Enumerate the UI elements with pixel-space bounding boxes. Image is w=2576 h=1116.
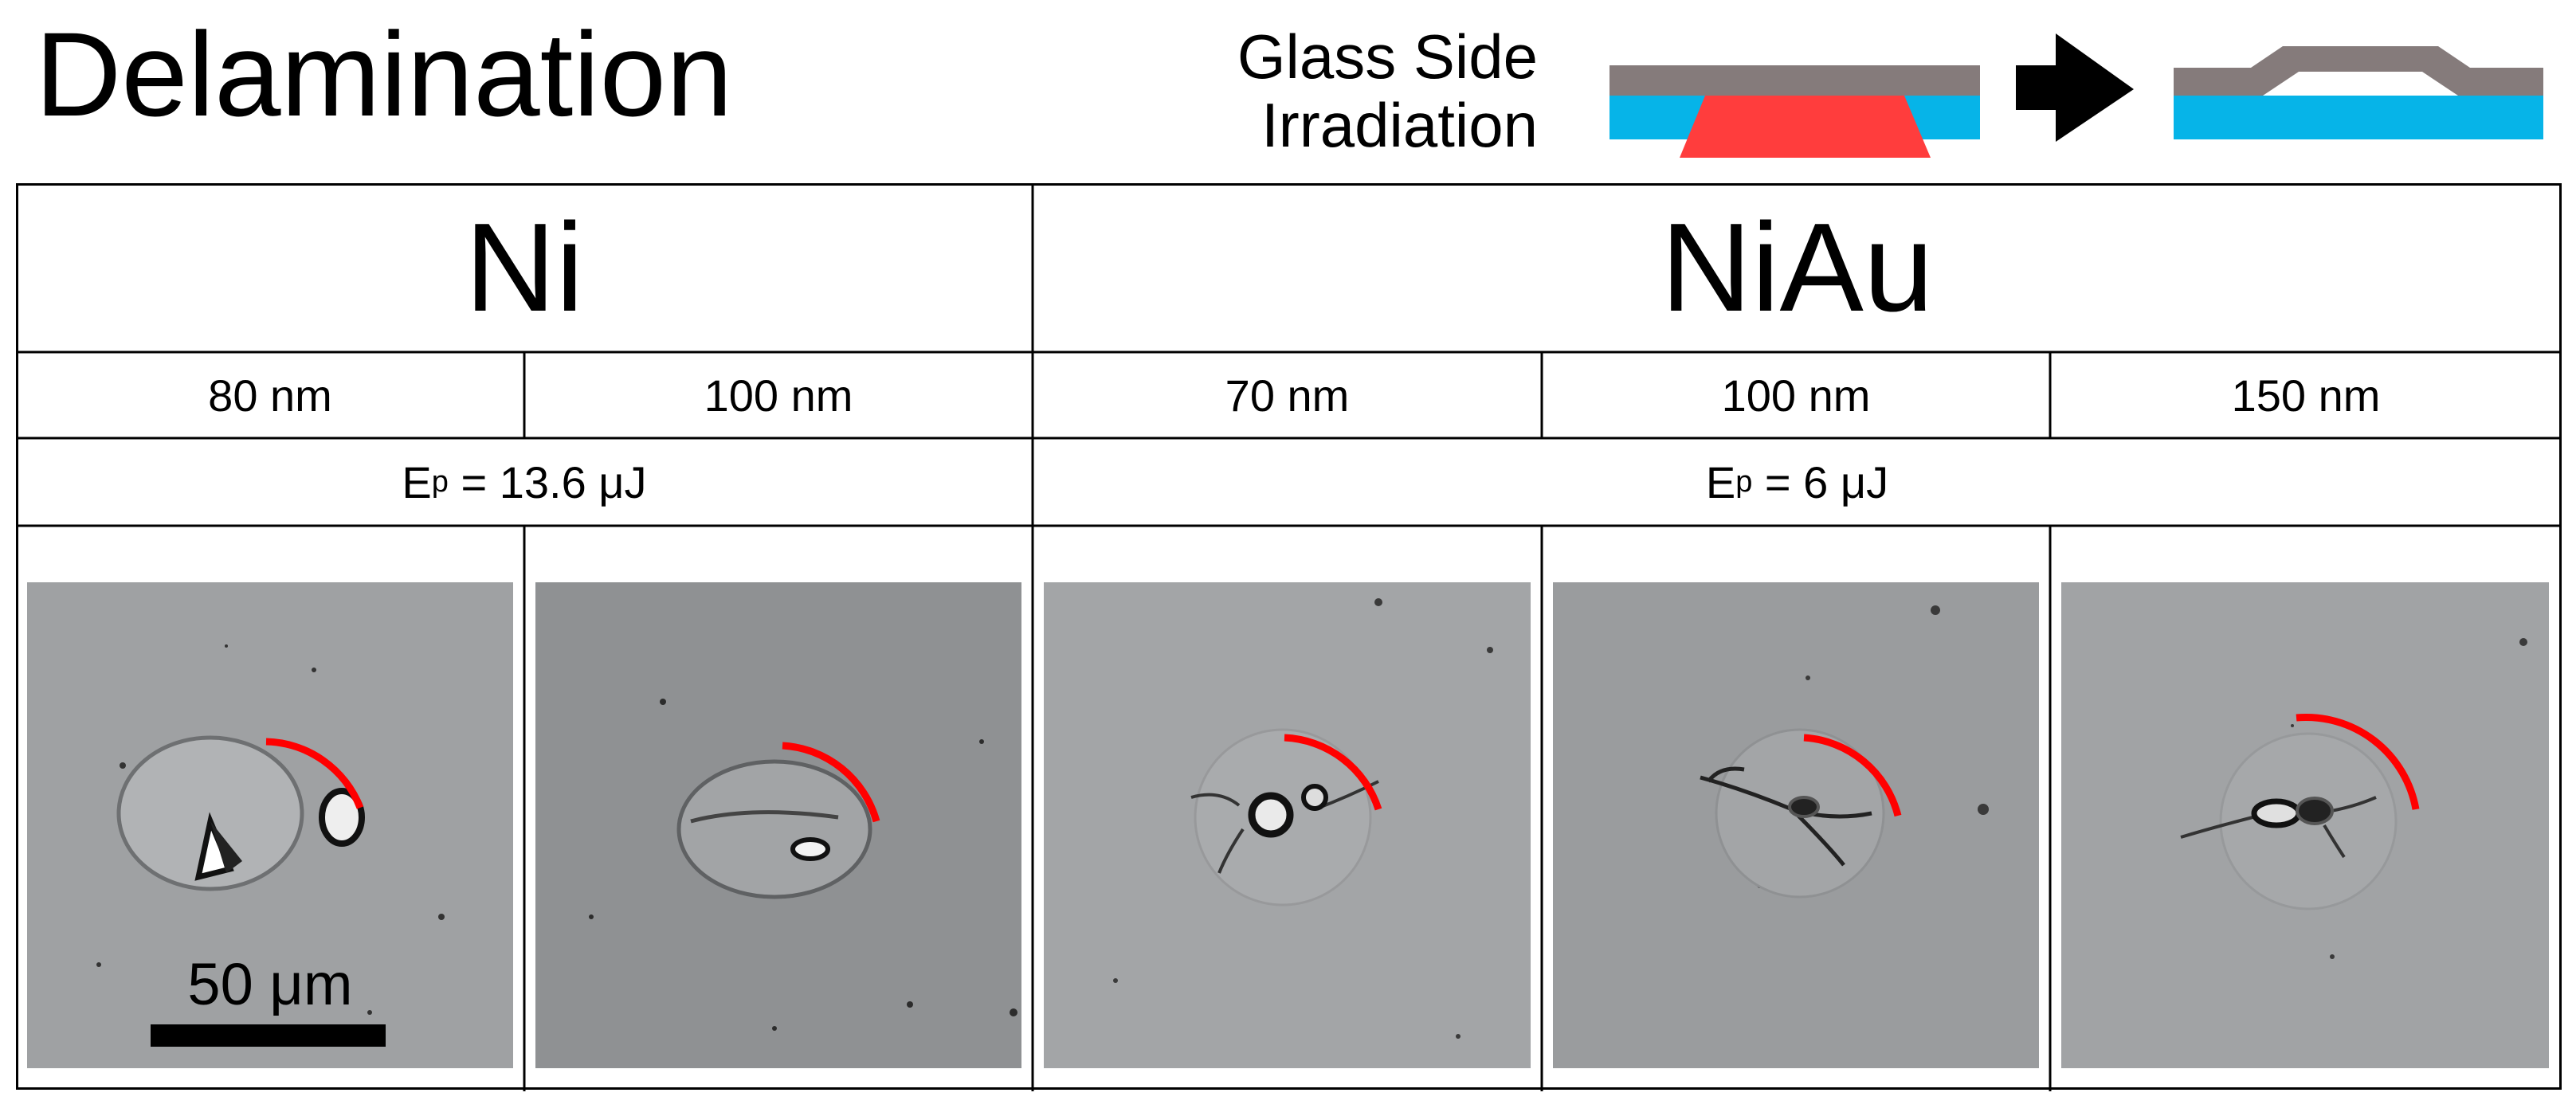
- group-header-niau: NiAu: [1660, 197, 1934, 338]
- table-grid-lines: [16, 183, 2562, 1091]
- figure-title: Delamination: [35, 7, 733, 141]
- thickness-niau-70: 70 nm: [1225, 370, 1350, 421]
- results-table: Ni NiAu 80 nm 100 nm 70 nm 100 nm 150 nm…: [16, 183, 2562, 1091]
- micrograph-niau-100nm: [1553, 582, 2039, 1068]
- delamination-schematic: [1610, 33, 2543, 158]
- scale-bar-label: 50 μm: [187, 951, 353, 1017]
- thickness-niau-100: 100 nm: [1721, 370, 1871, 421]
- laser-beam: [1680, 96, 1931, 158]
- thickness-ni-100: 100 nm: [704, 370, 853, 421]
- energy-subscript: p: [431, 464, 449, 499]
- group-header-ni: Ni: [465, 197, 584, 338]
- process-arrow-icon: [2016, 33, 2134, 142]
- schematic-label: Glass Side Irradiation: [1131, 22, 1538, 159]
- energy-symbol: E: [1705, 456, 1736, 507]
- schematic-label-line1: Glass Side: [1237, 22, 1538, 92]
- schematic-label-line2: Irradiation: [1261, 90, 1538, 160]
- thickness-niau-150: 150 nm: [2231, 370, 2381, 421]
- micrograph-ni-80nm: 50 μm: [27, 582, 513, 1068]
- energy-value: = 13.6 μJ: [448, 456, 647, 507]
- thickness-ni-80: 80 nm: [208, 370, 332, 421]
- energy-subscript: p: [1735, 464, 1753, 499]
- metal-film-blister: [2174, 46, 2543, 96]
- glass-layer-after: [2174, 96, 2543, 139]
- delamination-arc: [1284, 734, 1382, 811]
- micrograph-niau-150nm: [2061, 582, 2549, 1068]
- delamination-arc: [1803, 734, 1902, 817]
- scale-bar: [151, 1024, 386, 1047]
- delamination-arc: [782, 742, 880, 823]
- metal-film-before: [1610, 65, 1980, 96]
- delamination-arc: [265, 738, 364, 809]
- micrograph-ni-100nm: [535, 582, 1021, 1068]
- micrograph-niau-70nm: [1044, 582, 1531, 1068]
- energy-symbol: E: [402, 456, 432, 507]
- energy-value: = 6 μJ: [1752, 456, 1889, 507]
- delamination-arc: [2296, 713, 2420, 810]
